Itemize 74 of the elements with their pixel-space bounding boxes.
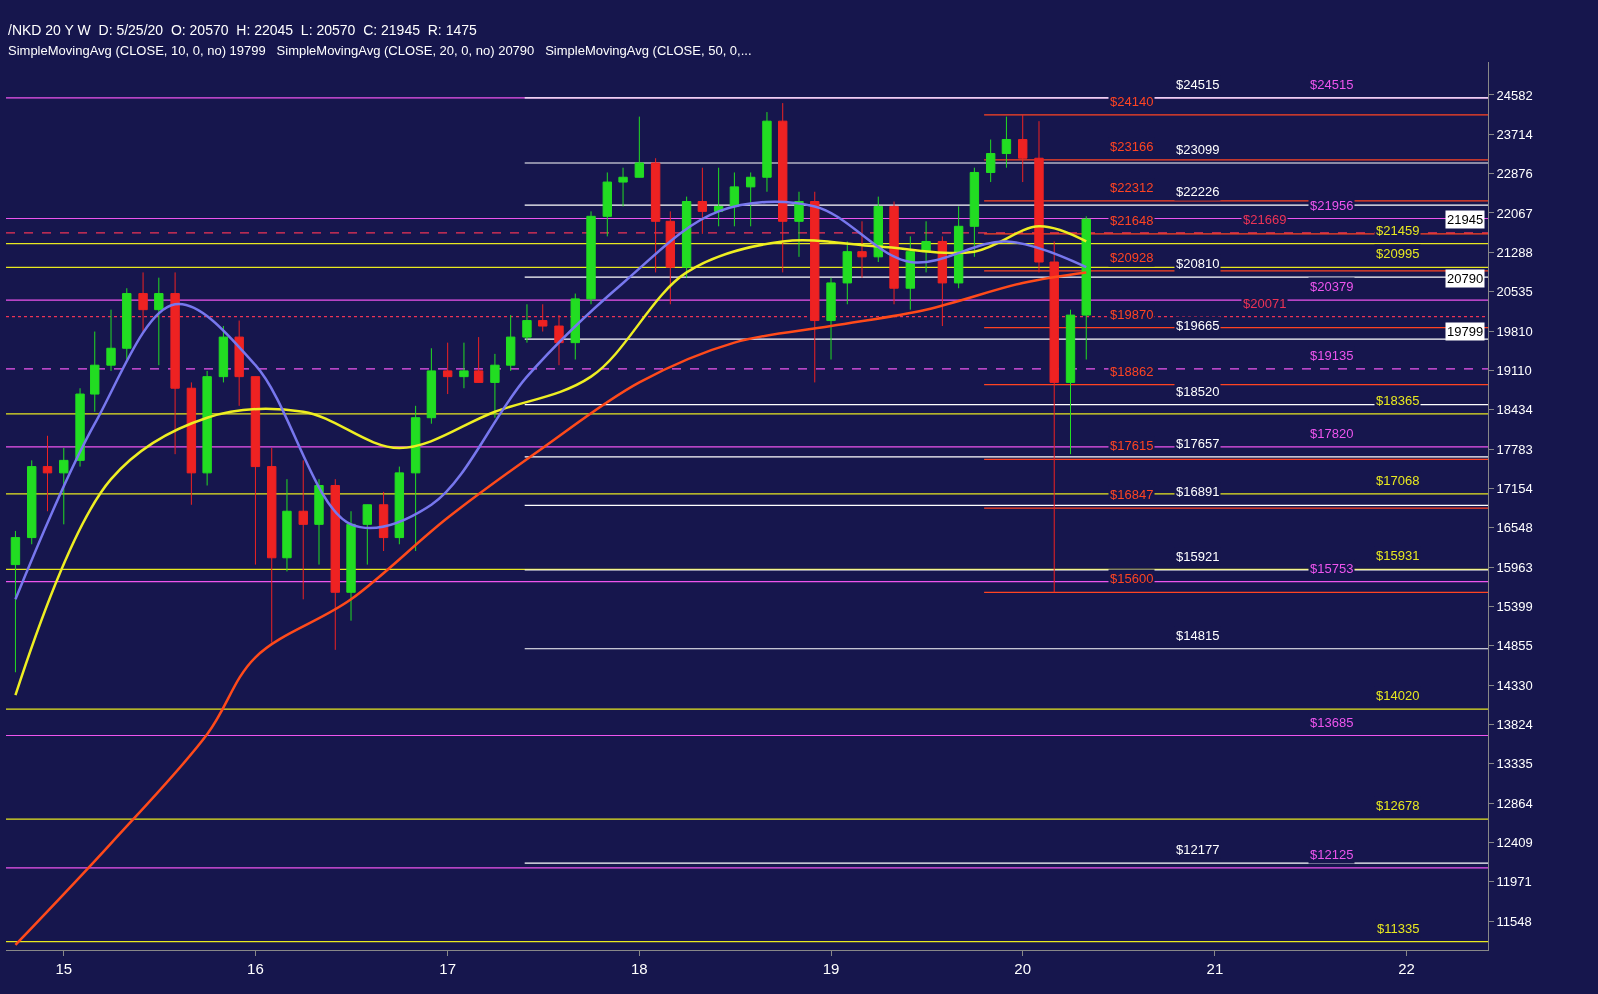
ref-line-label: $16847 bbox=[1110, 487, 1154, 502]
annotation: 19799 bbox=[1447, 324, 1484, 339]
y-tick-label: 16548 bbox=[1496, 520, 1533, 536]
ref-line-label: $24515 bbox=[1176, 77, 1220, 92]
ref-line-label: $21648 bbox=[1110, 213, 1154, 228]
y-tick-label: 17154 bbox=[1496, 480, 1533, 496]
y-tick-label: 19810 bbox=[1496, 323, 1533, 339]
ref-line-label: $15921 bbox=[1176, 549, 1220, 564]
ref-line-label: $14020 bbox=[1376, 688, 1420, 703]
x-tick-label: 22 bbox=[1398, 960, 1415, 977]
ref-line-label: $20071 bbox=[1243, 296, 1287, 311]
ref-line-label: $24140 bbox=[1110, 94, 1154, 109]
ref-line-label: $19135 bbox=[1310, 348, 1354, 363]
ref-line-label: $15753 bbox=[1310, 561, 1354, 576]
ref-line-label: $23099 bbox=[1176, 142, 1220, 157]
ref-line-label: $21669 bbox=[1243, 212, 1287, 227]
ref-line-label: $18520 bbox=[1176, 384, 1220, 399]
y-tick-label: 22876 bbox=[1496, 166, 1533, 182]
ref-line-label: $20995 bbox=[1376, 246, 1420, 261]
y-tick-label: 12409 bbox=[1496, 835, 1533, 851]
x-tick-label: 20 bbox=[1014, 960, 1032, 977]
y-tick-label: 14330 bbox=[1496, 677, 1533, 693]
y-tick-label: 14855 bbox=[1496, 638, 1533, 654]
ref-line-label: $23166 bbox=[1110, 139, 1154, 154]
y-tick-label: 12864 bbox=[1496, 795, 1533, 811]
x-tick-label: 17 bbox=[439, 960, 456, 977]
x-tick-label: 19 bbox=[822, 960, 840, 977]
ref-line-label: $19665 bbox=[1176, 318, 1220, 333]
ref-line-label: $17657 bbox=[1176, 436, 1220, 451]
annotation: 20790 bbox=[1447, 271, 1484, 286]
y-tick-label: 22067 bbox=[1496, 205, 1533, 221]
ref-line-label: $19870 bbox=[1110, 307, 1154, 322]
y-tick-label: 15963 bbox=[1496, 559, 1533, 575]
ref-line-label: $17820 bbox=[1310, 426, 1354, 441]
annotation: 21945 bbox=[1447, 212, 1484, 227]
y-tick-label: 18434 bbox=[1496, 402, 1533, 418]
ref-line-label: $17615 bbox=[1110, 438, 1154, 453]
y-tick-label: 13335 bbox=[1496, 756, 1533, 772]
x-tick-label: 15 bbox=[55, 960, 73, 977]
y-tick-label: 17783 bbox=[1496, 441, 1533, 457]
ref-line-label: $15600 bbox=[1110, 571, 1154, 586]
ref-line-label: $12177 bbox=[1176, 842, 1220, 857]
ref-line-label: $15931 bbox=[1376, 548, 1420, 563]
ref-line-label: $12125 bbox=[1310, 847, 1354, 862]
ref-line-label: $22226 bbox=[1176, 184, 1220, 199]
ref-line-label: $14815 bbox=[1176, 628, 1220, 643]
y-tick-label: 24582 bbox=[1496, 87, 1533, 103]
x-tick-label: 18 bbox=[631, 960, 648, 977]
ref-line-label: $17068 bbox=[1376, 473, 1420, 488]
ref-line-label: $11335 bbox=[1377, 921, 1420, 936]
y-tick-label: 19110 bbox=[1496, 362, 1532, 378]
ref-line-label: $13685 bbox=[1310, 715, 1354, 730]
ref-line-label: $20928 bbox=[1110, 250, 1154, 265]
ref-line-label: $18862 bbox=[1110, 364, 1154, 379]
ref-line-label: $21459 bbox=[1376, 223, 1420, 238]
chart-title: /NKD 20 Y W D: 5/25/20 O: 20570 H: 22045 L: 20570 C: 21945 R: 1475 bbox=[8, 22, 477, 38]
ref-line-label: $24515 bbox=[1310, 77, 1354, 92]
ref-line-label: $12678 bbox=[1376, 798, 1420, 813]
x-tick-label: 16 bbox=[247, 960, 264, 977]
y-tick-label: 20535 bbox=[1496, 284, 1533, 300]
y-tick-label: 13824 bbox=[1496, 717, 1533, 733]
y-tick-label: 11548 bbox=[1496, 913, 1532, 929]
chart-subtitle: SimpleMovingAvg (CLOSE, 10, 0, no) 19799 SimpleMovingAvg (CLOSE, 20, 0, no) 20790 SimpleMovingAvg (CLOSE, 50, 0,... bbox=[8, 43, 752, 58]
x-tick-label: 21 bbox=[1206, 960, 1224, 977]
y-tick-label: 15399 bbox=[1496, 599, 1533, 615]
y-tick-label: 11971 bbox=[1496, 874, 1532, 890]
ref-line-label: $16891 bbox=[1176, 484, 1220, 499]
y-tick-label: 21288 bbox=[1496, 244, 1533, 260]
ref-line-label: $20810 bbox=[1176, 256, 1220, 271]
ref-line-label: $18365 bbox=[1376, 393, 1420, 408]
ref-line-label: $21956 bbox=[1310, 198, 1354, 213]
y-tick-label: 23714 bbox=[1496, 126, 1533, 142]
ref-line-label: $22312 bbox=[1110, 180, 1154, 195]
ref-line-label: $20379 bbox=[1310, 279, 1354, 294]
